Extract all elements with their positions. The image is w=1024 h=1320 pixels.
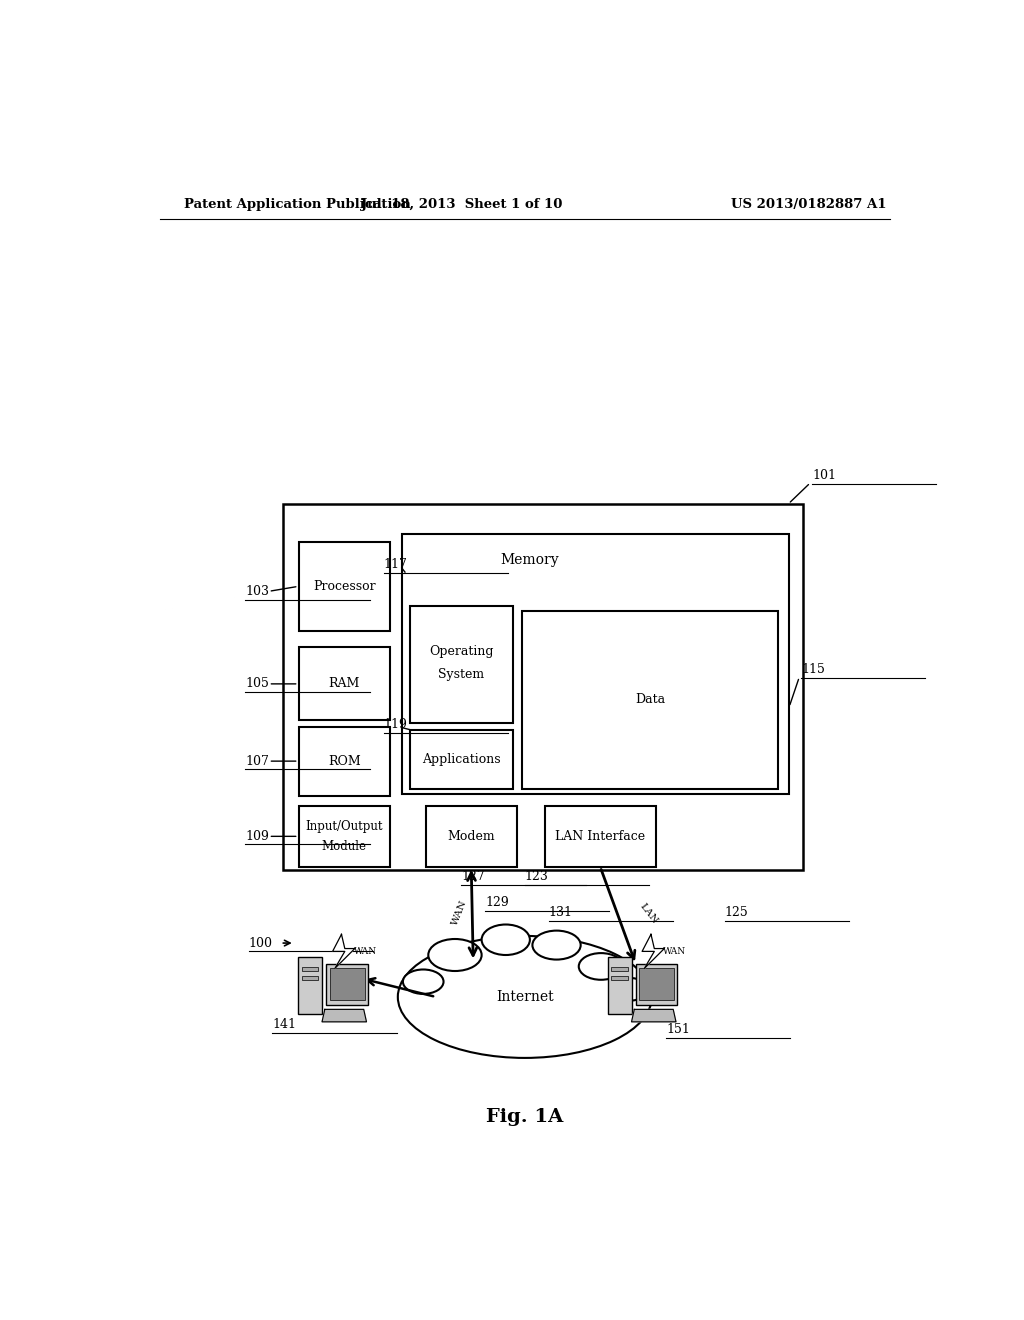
Text: WAN: WAN <box>664 946 686 956</box>
Text: Data: Data <box>635 693 666 706</box>
Ellipse shape <box>402 969 443 994</box>
Text: ROM: ROM <box>328 755 360 768</box>
Text: 105: 105 <box>246 677 269 690</box>
Bar <box>302 966 318 972</box>
Ellipse shape <box>481 924 529 954</box>
Bar <box>330 968 365 999</box>
Text: Processor: Processor <box>313 579 376 593</box>
Text: Patent Application Publication: Patent Application Publication <box>183 198 411 211</box>
Polygon shape <box>642 935 665 969</box>
Ellipse shape <box>610 978 648 1001</box>
Bar <box>410 606 513 722</box>
Polygon shape <box>333 935 354 969</box>
Text: 117: 117 <box>384 558 408 572</box>
Bar <box>283 504 803 870</box>
Bar <box>410 730 513 788</box>
Text: 129: 129 <box>485 896 509 909</box>
Bar <box>299 726 390 796</box>
Polygon shape <box>632 1010 676 1022</box>
Text: Applications: Applications <box>422 752 501 766</box>
Text: LAN Interface: LAN Interface <box>555 830 645 843</box>
Bar <box>299 805 390 867</box>
Text: 141: 141 <box>272 1018 296 1031</box>
Ellipse shape <box>397 936 651 1057</box>
Bar <box>639 968 674 999</box>
Text: 107: 107 <box>246 755 269 768</box>
Text: 103: 103 <box>246 585 269 598</box>
Text: US 2013/0182887 A1: US 2013/0182887 A1 <box>731 198 887 211</box>
Ellipse shape <box>428 939 481 972</box>
Text: Internet: Internet <box>496 990 554 1005</box>
Bar <box>522 611 778 788</box>
Text: 100: 100 <box>249 937 272 949</box>
Bar <box>302 977 318 979</box>
Bar <box>299 541 390 631</box>
Bar <box>426 805 517 867</box>
Text: 131: 131 <box>549 906 572 919</box>
Text: 123: 123 <box>524 870 549 883</box>
Text: 125: 125 <box>725 906 749 919</box>
Text: 127: 127 <box>461 870 485 883</box>
Text: Input/Output: Input/Output <box>305 820 383 833</box>
Ellipse shape <box>579 953 624 979</box>
Text: WAN: WAN <box>451 899 469 927</box>
Ellipse shape <box>532 931 581 960</box>
Text: Fig. 1A: Fig. 1A <box>486 1107 563 1126</box>
Text: 101: 101 <box>812 469 836 482</box>
Bar <box>299 647 390 721</box>
Text: 115: 115 <box>801 663 825 676</box>
Polygon shape <box>322 1010 367 1022</box>
Bar <box>611 977 628 979</box>
Bar <box>611 966 628 972</box>
Bar <box>636 964 677 1005</box>
Bar <box>545 805 655 867</box>
Text: System: System <box>438 668 484 681</box>
Text: 151: 151 <box>666 1023 690 1036</box>
Text: WAN: WAN <box>353 946 377 956</box>
Text: 109: 109 <box>246 830 269 843</box>
Text: 119: 119 <box>384 718 408 731</box>
Bar <box>327 964 368 1005</box>
Text: Memory: Memory <box>501 553 559 566</box>
Bar <box>298 957 322 1014</box>
Text: Modem: Modem <box>447 830 495 843</box>
Bar <box>401 535 790 793</box>
Text: Operating: Operating <box>429 645 494 659</box>
Text: LAN: LAN <box>638 902 659 925</box>
Text: Module: Module <box>322 840 367 853</box>
Text: RAM: RAM <box>329 677 360 690</box>
Text: Jul. 18, 2013  Sheet 1 of 10: Jul. 18, 2013 Sheet 1 of 10 <box>360 198 562 211</box>
Bar <box>608 957 632 1014</box>
